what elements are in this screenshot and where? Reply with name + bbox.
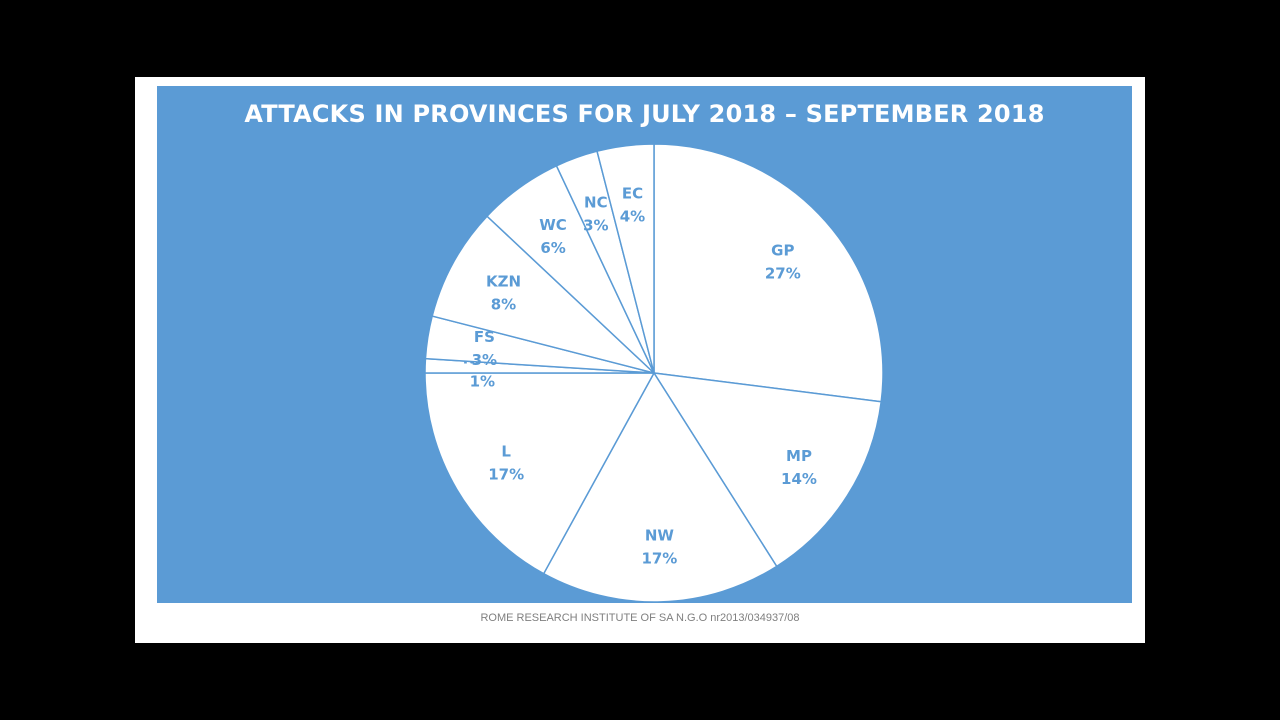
slice-percent-ec: 4% bbox=[620, 208, 645, 226]
slice-label-l: L bbox=[501, 442, 511, 460]
slice-label-wc: WC bbox=[539, 216, 567, 234]
slide: ATTACKS IN PROVINCES FOR JULY 2018 – SEP… bbox=[135, 77, 1145, 643]
pie-slice-ec bbox=[596, 143, 655, 374]
pie-slice-gp bbox=[653, 143, 884, 403]
slice-percent-nw: 17% bbox=[641, 550, 677, 568]
slice-percent-nc: 3% bbox=[583, 216, 608, 234]
slice-percent-kzn: 8% bbox=[491, 295, 516, 313]
pie-slice-group-nw: NW 17% bbox=[542, 372, 778, 603]
slice-percent-l: 17% bbox=[488, 465, 524, 483]
pie-slice-group-kzn: KZN 8% bbox=[431, 215, 655, 374]
slice-percent-fs: 3% bbox=[472, 351, 497, 369]
pie-chart: GP27%MP14%NW17%L17%NAM1%FS3%KZN8%WC6%NC3… bbox=[424, 143, 884, 603]
slice-label-nc: NC bbox=[584, 193, 608, 211]
pie-slice-group-mp: MP 14% bbox=[653, 372, 882, 568]
pie-slice-group-gp: GP 27% bbox=[653, 143, 884, 403]
slice-percent-nam: 1% bbox=[470, 373, 495, 391]
slice-percent-wc: 6% bbox=[540, 239, 565, 257]
pie-slice-l bbox=[424, 372, 655, 575]
chart-area: ATTACKS IN PROVINCES FOR JULY 2018 – SEP… bbox=[157, 86, 1132, 603]
pie-slice-group-ec: EC 4% bbox=[596, 143, 655, 374]
pie-slice-kzn bbox=[431, 215, 655, 374]
slice-percent-mp: 14% bbox=[781, 470, 817, 488]
slice-percent-gp: 27% bbox=[765, 264, 801, 282]
source-note: ROME RESEARCH INSTITUTE OF SA N.G.O nr20… bbox=[480, 612, 800, 624]
slice-label-ec: EC bbox=[622, 185, 643, 203]
chart-title: ATTACKS IN PROVINCES FOR JULY 2018 – SEP… bbox=[244, 100, 1045, 128]
slice-label-gp: GP bbox=[771, 241, 794, 259]
slice-label-mp: MP bbox=[786, 447, 812, 465]
pie-slice-mp bbox=[653, 372, 882, 568]
pie-slice-nw bbox=[542, 372, 778, 603]
slice-label-nw: NW bbox=[645, 527, 675, 545]
slice-label-fs: FS bbox=[474, 328, 495, 346]
slice-label-kzn: KZN bbox=[486, 272, 521, 290]
pie-slice-group-l: L 17% bbox=[424, 372, 655, 575]
